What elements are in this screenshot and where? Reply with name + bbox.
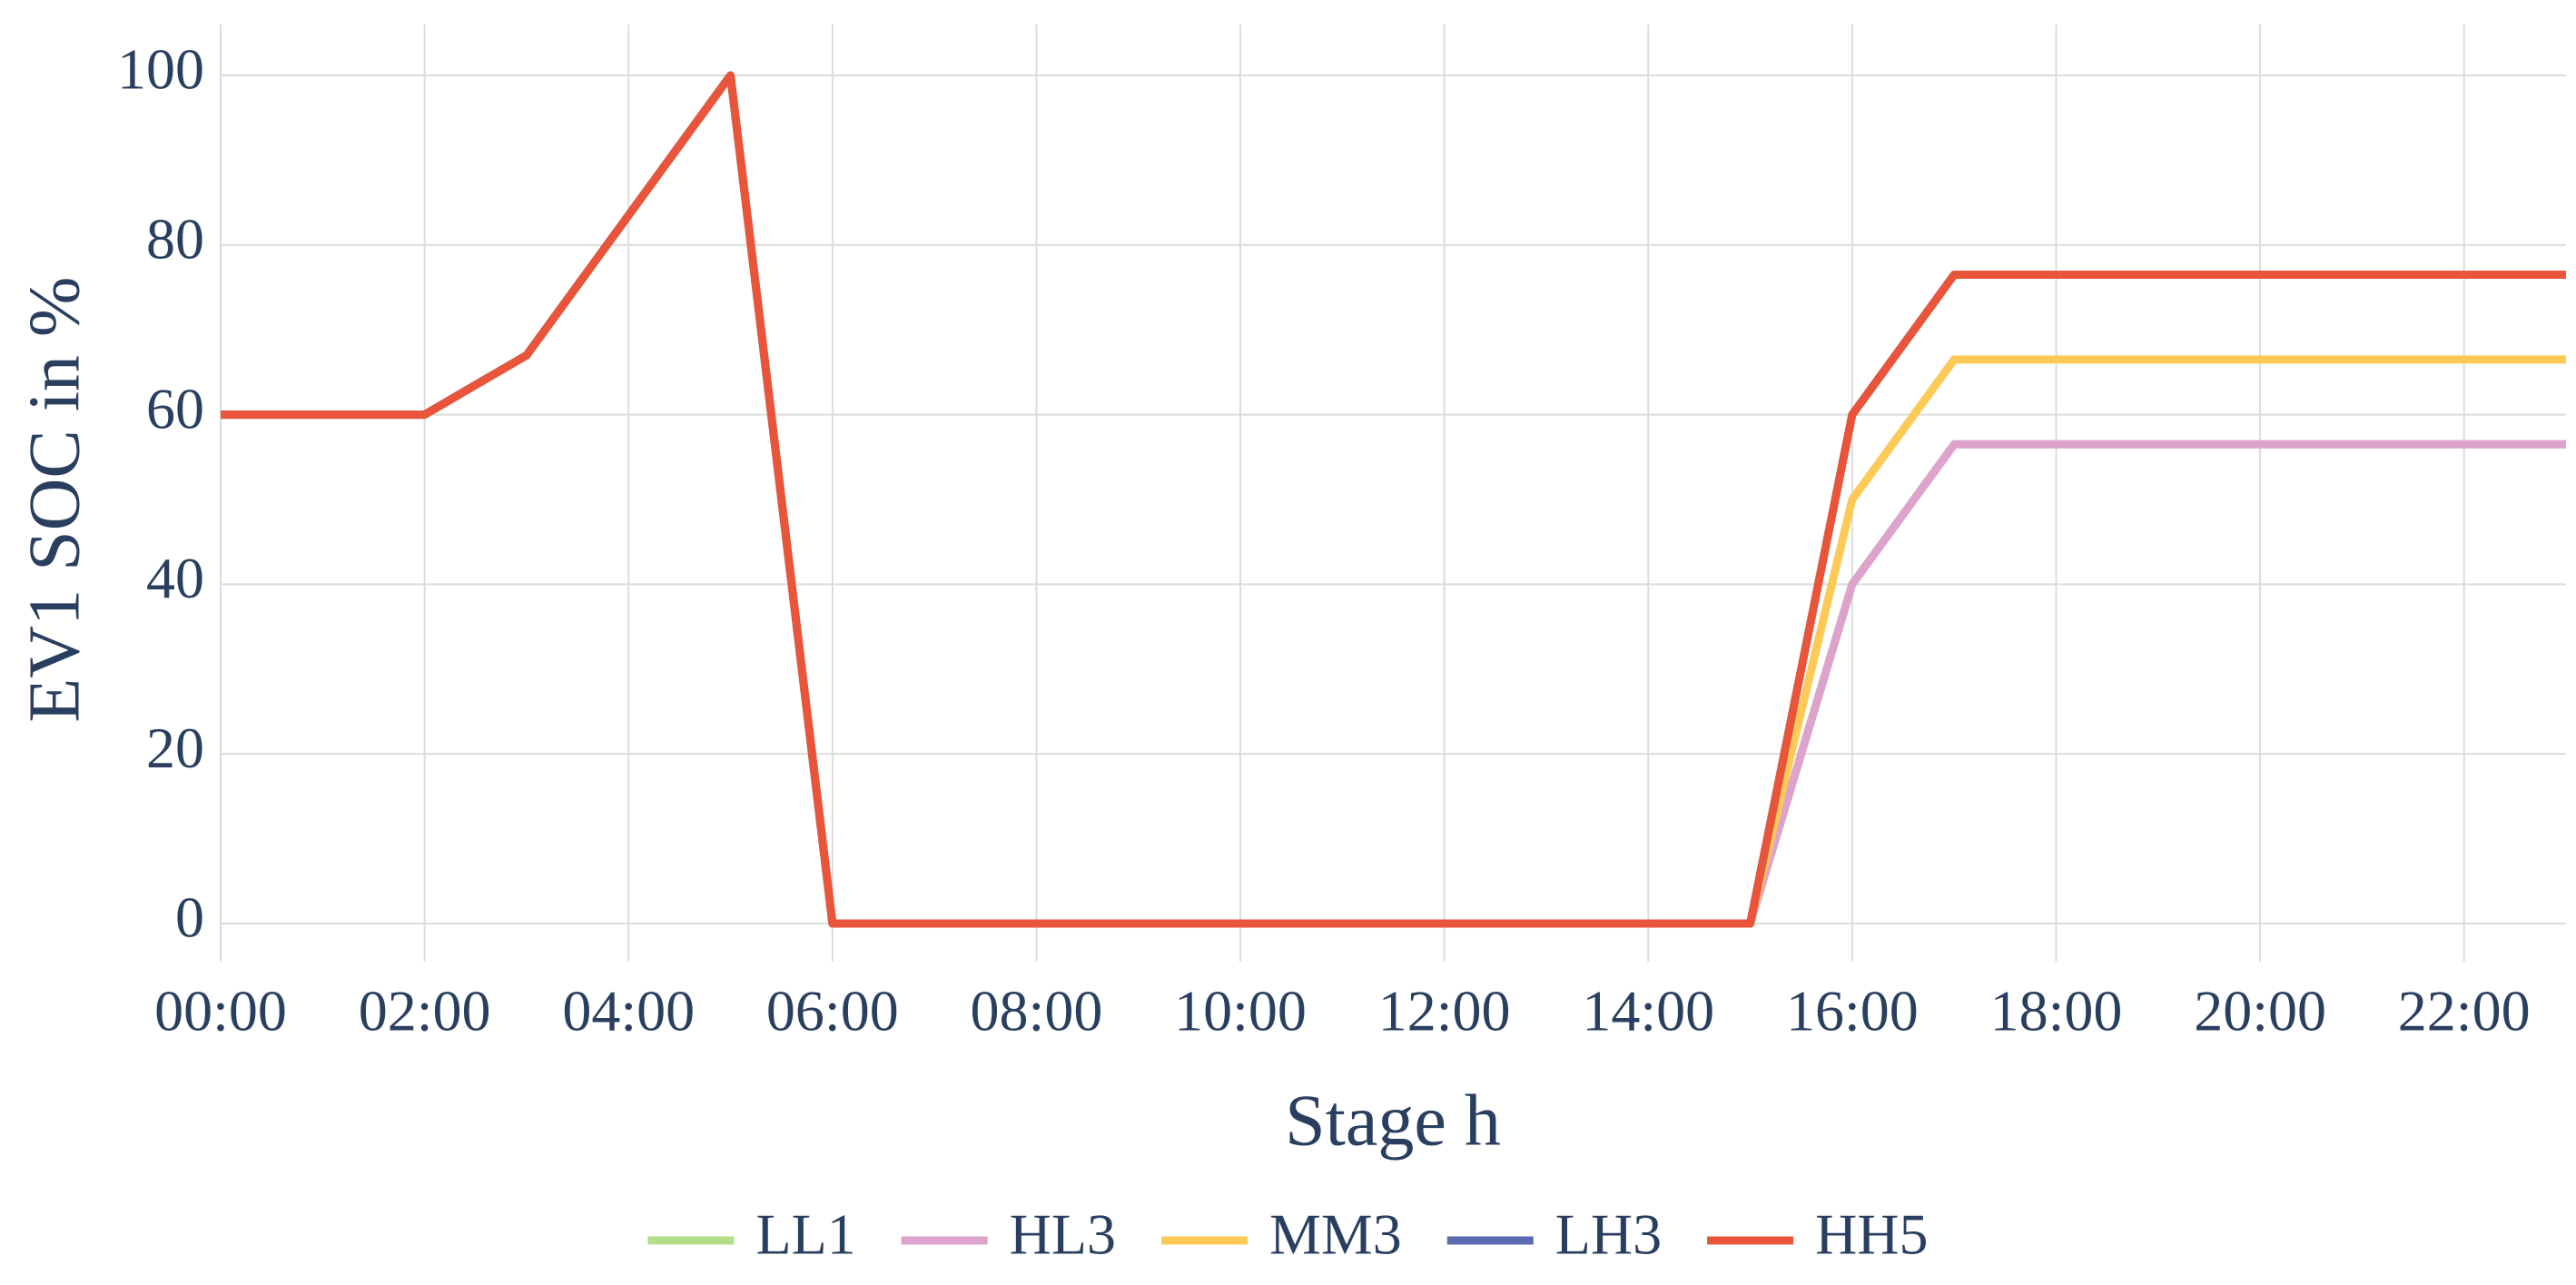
- y-axis-title: EV1 SOC in %: [15, 276, 94, 722]
- legend-text: LH3: [1555, 1202, 1662, 1267]
- y-tick-label: 80: [146, 207, 204, 272]
- y-tick-label: 40: [146, 546, 204, 610]
- legend-text: HH5: [1815, 1202, 1928, 1267]
- x-tick-label: 20:00: [2194, 979, 2326, 1043]
- x-tick-label: 00:00: [154, 979, 287, 1043]
- x-tick-label: 04:00: [562, 979, 695, 1043]
- y-tick-label: 0: [175, 885, 204, 950]
- x-tick-label: 12:00: [1378, 979, 1511, 1043]
- x-tick-label: 10:00: [1174, 979, 1307, 1043]
- x-tick-label: 02:00: [359, 979, 491, 1043]
- series-line: [221, 71, 2566, 928]
- series-line: [221, 71, 2566, 928]
- x-tick-label: 08:00: [971, 979, 1103, 1043]
- x-axis-title: Stage h: [1285, 1081, 1501, 1161]
- x-tick-label: 16:00: [1786, 979, 1919, 1043]
- series-line: [221, 71, 2566, 928]
- x-tick-label: 18:00: [1990, 979, 2123, 1043]
- y-tick-label: 20: [146, 716, 204, 780]
- legend-text: HL3: [1010, 1202, 1116, 1267]
- x-tick-label: 22:00: [2398, 979, 2531, 1043]
- legend-text: MM3: [1269, 1202, 1402, 1267]
- series-line: [221, 71, 2566, 928]
- legend-text: LL1: [755, 1202, 855, 1267]
- x-tick-label: 06:00: [766, 979, 899, 1043]
- x-tick-label: 14:00: [1582, 979, 1714, 1043]
- y-tick-label: 60: [146, 376, 204, 440]
- y-tick-label: 100: [117, 37, 204, 102]
- series-line: [221, 71, 2566, 928]
